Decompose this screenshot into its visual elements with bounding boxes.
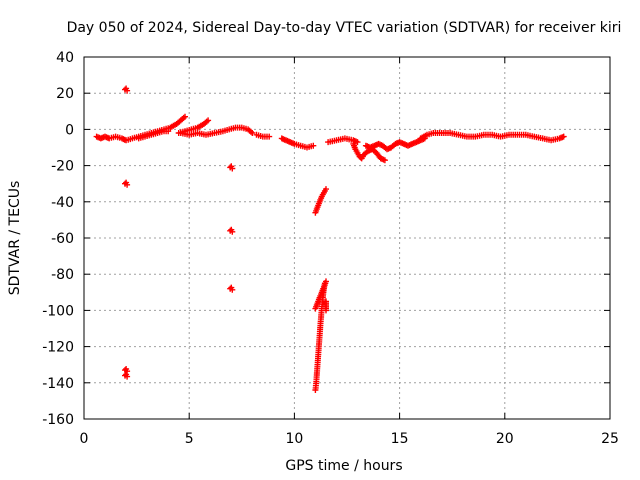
data-point bbox=[381, 157, 388, 164]
y-tick-label: -60 bbox=[51, 231, 74, 247]
y-tick-label: -20 bbox=[51, 159, 74, 175]
plot-frame bbox=[83, 56, 611, 420]
x-tick-label: 25 bbox=[601, 431, 619, 447]
y-tick-label: -140 bbox=[42, 376, 74, 392]
data-point bbox=[229, 165, 236, 172]
x-tick-label: 0 bbox=[80, 431, 89, 447]
y-tick-label: 20 bbox=[56, 86, 74, 102]
y-tick-label: -80 bbox=[51, 267, 74, 283]
data-point bbox=[124, 368, 131, 375]
data-point bbox=[229, 228, 236, 235]
y-axis-title: SDTVAR / TECUs bbox=[7, 181, 23, 296]
data-point bbox=[124, 181, 131, 188]
data-point bbox=[124, 373, 131, 380]
data-point bbox=[266, 133, 273, 140]
data-point bbox=[229, 286, 236, 293]
data-point bbox=[249, 130, 256, 136]
data-point bbox=[310, 142, 317, 149]
data-points bbox=[93, 85, 567, 393]
data-point bbox=[182, 113, 188, 120]
axis-ticks: 0 5 10 15 20 25 40 20 0 -20 -40 -60 -80 -100 -120 -140 -… bbox=[42, 50, 619, 447]
data-point bbox=[323, 307, 329, 314]
x-axis-title: GPS time / hours bbox=[285, 458, 402, 474]
data-point bbox=[165, 128, 172, 135]
x-tick-label: 15 bbox=[391, 431, 409, 447]
data-point bbox=[323, 278, 329, 285]
x-tick-label: 20 bbox=[496, 431, 514, 447]
y-tick-label: -160 bbox=[42, 412, 74, 428]
y-tick-label: -120 bbox=[42, 340, 74, 356]
y-tick-label: 0 bbox=[65, 122, 74, 138]
data-point bbox=[124, 87, 131, 94]
x-tick-label: 5 bbox=[185, 431, 194, 447]
chart-title: Day 050 of 2024, Sidereal Day-to-day VTE… bbox=[67, 20, 622, 36]
grid bbox=[84, 57, 610, 419]
data-point bbox=[323, 186, 329, 193]
data-point bbox=[205, 117, 212, 124]
y-tick-label: -100 bbox=[42, 303, 74, 319]
data-point bbox=[560, 133, 567, 140]
data-point bbox=[354, 139, 361, 146]
y-tick-label: -40 bbox=[51, 195, 74, 211]
y-tick-label: 40 bbox=[56, 50, 74, 66]
x-tick-label: 10 bbox=[285, 431, 303, 447]
